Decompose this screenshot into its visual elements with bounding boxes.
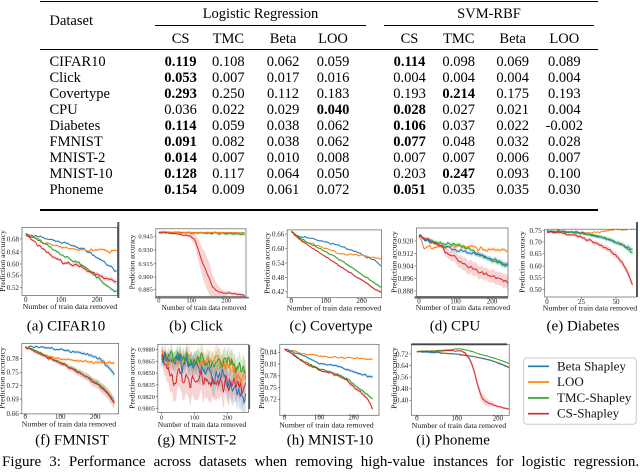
svg-text:0.84: 0.84 — [265, 349, 278, 357]
svg-text:200: 200 — [92, 296, 103, 304]
svg-text:200: 200 — [223, 415, 234, 422]
svg-text:0: 0 — [545, 298, 549, 306]
svg-text:Number of train data removed: Number of train data removed — [23, 302, 117, 311]
svg-text:200: 200 — [493, 414, 504, 422]
svg-text:100: 100 — [450, 298, 461, 306]
svg-text:0.9805: 0.9805 — [138, 406, 155, 413]
svg-text:0: 0 — [160, 415, 164, 422]
svg-text:0.81: 0.81 — [265, 360, 278, 368]
svg-text:50: 50 — [613, 298, 621, 306]
svg-text:0.40: 0.40 — [396, 397, 409, 405]
svg-text:0.72: 0.72 — [396, 350, 409, 358]
svg-text:Beta Shapley: Beta Shapley — [557, 358, 626, 373]
svg-text:200: 200 — [356, 297, 367, 305]
svg-text:Number of train data removed: Number of train data removed — [279, 421, 373, 430]
svg-text:Prediction accuracy: Prediction accuracy — [263, 232, 272, 294]
svg-text:0.64: 0.64 — [396, 362, 409, 370]
svg-text:0.54: 0.54 — [272, 259, 285, 267]
svg-text:0.9820: 0.9820 — [138, 394, 155, 401]
svg-text:0.885: 0.885 — [138, 287, 152, 294]
svg-text:100: 100 — [55, 413, 66, 421]
svg-text:0.930: 0.930 — [138, 247, 152, 254]
svg-text:100: 100 — [320, 297, 331, 305]
svg-text:0.78: 0.78 — [7, 355, 20, 363]
svg-text:0.920: 0.920 — [398, 237, 414, 245]
svg-text:100: 100 — [190, 415, 201, 422]
svg-text:200: 200 — [487, 298, 498, 306]
svg-text:0.75: 0.75 — [265, 384, 278, 392]
svg-text:0.9880: 0.9880 — [138, 347, 155, 354]
svg-text:100: 100 — [451, 414, 462, 422]
svg-text:100: 100 — [186, 298, 196, 305]
svg-text:Prediction accuracy: Prediction accuracy — [127, 347, 136, 409]
svg-text:0.9835: 0.9835 — [138, 382, 155, 389]
svg-text:0.50: 0.50 — [529, 286, 542, 294]
svg-text:200: 200 — [221, 298, 231, 305]
svg-text:Prediction accuracy: Prediction accuracy — [0, 230, 7, 292]
svg-text:0.56: 0.56 — [7, 272, 20, 280]
svg-text:0: 0 — [283, 414, 287, 422]
svg-text:0.52: 0.52 — [7, 284, 20, 292]
svg-text:0.72: 0.72 — [265, 396, 278, 404]
svg-text:0.66: 0.66 — [272, 231, 285, 239]
svg-text:0.904: 0.904 — [398, 262, 414, 270]
svg-text:0.915: 0.915 — [138, 261, 152, 268]
svg-text:Prediction accuracy: Prediction accuracy — [389, 347, 398, 409]
svg-text:0: 0 — [417, 298, 421, 306]
svg-text:Prediction accuracy: Prediction accuracy — [257, 347, 266, 409]
svg-text:100: 100 — [56, 296, 67, 304]
svg-text:Number of train data removed: Number of train data removed — [158, 420, 247, 429]
svg-text:200: 200 — [90, 413, 101, 421]
svg-text:0.60: 0.60 — [529, 263, 542, 271]
svg-text:Prediction accuracy: Prediction accuracy — [130, 234, 137, 289]
svg-text:0.56: 0.56 — [396, 374, 409, 382]
svg-text:0.888: 0.888 — [398, 287, 414, 295]
svg-text:0.78: 0.78 — [265, 372, 278, 380]
svg-text:Number of train data removed: Number of train data removed — [412, 421, 506, 430]
svg-text:0.48: 0.48 — [272, 274, 285, 282]
svg-text:CS-Shapley: CS-Shapley — [557, 406, 620, 421]
svg-text:Number of train data removed: Number of train data removed — [22, 419, 116, 428]
svg-text:0.60: 0.60 — [272, 245, 285, 253]
svg-text:0.9865: 0.9865 — [138, 358, 155, 365]
svg-text:0.9850: 0.9850 — [138, 370, 155, 377]
svg-text:0.896: 0.896 — [398, 275, 414, 283]
svg-text:0.69: 0.69 — [7, 396, 20, 404]
svg-text:200: 200 — [348, 414, 359, 422]
svg-text:0.65: 0.65 — [529, 250, 542, 258]
svg-text:Prediction accuracy: Prediction accuracy — [390, 231, 399, 293]
svg-text:Number of train data removed: Number of train data removed — [162, 304, 247, 312]
svg-text:0: 0 — [24, 296, 28, 304]
svg-text:Prediction accuracy: Prediction accuracy — [518, 231, 527, 293]
svg-text:TMC-Shapley: TMC-Shapley — [557, 390, 632, 405]
svg-text:0: 0 — [157, 298, 160, 305]
svg-text:0: 0 — [23, 413, 27, 421]
svg-text:0.912: 0.912 — [398, 250, 414, 258]
svg-text:Number of train data removed: Number of train data removed — [287, 303, 381, 312]
svg-text:0.945: 0.945 — [138, 233, 152, 240]
svg-text:25: 25 — [578, 298, 586, 306]
svg-text:0.68: 0.68 — [7, 235, 20, 243]
svg-text:Number of train data removed: Number of train data removed — [543, 303, 637, 312]
svg-text:LOO: LOO — [557, 374, 584, 389]
svg-text:0.48: 0.48 — [396, 385, 409, 393]
svg-text:0.42: 0.42 — [272, 288, 285, 296]
svg-text:0.75: 0.75 — [529, 227, 542, 235]
svg-text:0.75: 0.75 — [7, 369, 20, 377]
svg-text:100: 100 — [314, 414, 325, 422]
svg-text:0.60: 0.60 — [7, 260, 20, 268]
svg-text:0.55: 0.55 — [529, 274, 542, 282]
svg-text:0.66: 0.66 — [7, 410, 20, 418]
svg-text:Number of train data removed: Number of train data removed — [416, 303, 510, 312]
svg-text:0: 0 — [415, 414, 419, 422]
svg-text:0.72: 0.72 — [7, 382, 20, 390]
svg-text:0: 0 — [289, 297, 293, 305]
svg-text:0.70: 0.70 — [529, 238, 542, 246]
svg-text:0.64: 0.64 — [7, 248, 20, 256]
svg-text:Prediction accuracy: Prediction accuracy — [0, 347, 7, 409]
svg-text:0.900: 0.900 — [138, 274, 152, 281]
